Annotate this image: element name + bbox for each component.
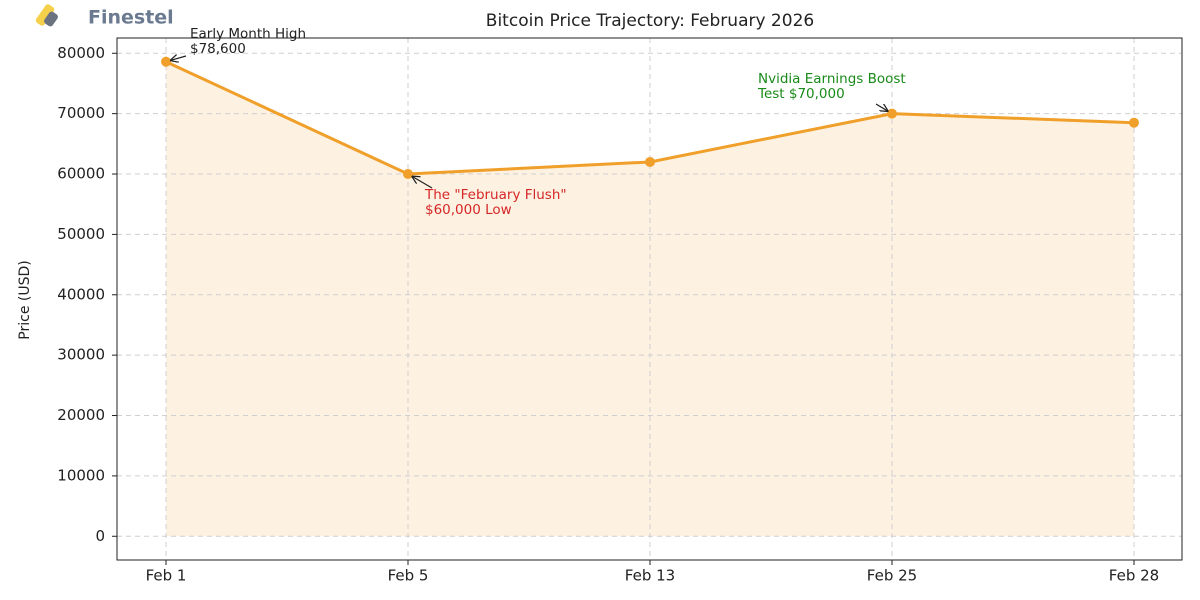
annotation: $78,600 <box>190 41 246 57</box>
annotation: Early Month High <box>190 26 306 42</box>
point <box>645 156 655 167</box>
y-tick-label: 10000 <box>57 466 105 484</box>
y-tick-label: 70000 <box>57 104 105 122</box>
annotation-arrow <box>412 177 433 189</box>
y-tick-label: 60000 <box>57 165 105 183</box>
point <box>887 108 897 119</box>
y-tick-label: 20000 <box>57 406 105 424</box>
x-tick-label: Feb 13 <box>625 567 675 585</box>
annotation: The "February Flush" <box>424 187 567 203</box>
x-tick-label: Feb 25 <box>867 567 917 585</box>
logo: Finestel <box>35 4 174 29</box>
y-tick-label: 30000 <box>57 346 105 364</box>
y-tick-label: 40000 <box>57 285 105 303</box>
y-tick-label: 0 <box>95 527 105 545</box>
x-tick-label: Feb 5 <box>388 567 429 585</box>
point <box>1129 117 1139 128</box>
x-tick-label: Feb 28 <box>1109 567 1159 585</box>
y-tick-label: 80000 <box>57 44 105 62</box>
logo-text: Finestel <box>88 7 174 29</box>
annotation-arrow <box>171 56 187 60</box>
y-axis-label: Price (USD) <box>17 260 33 339</box>
x-tick-label: Feb 1 <box>146 567 187 585</box>
y-tick-label: 50000 <box>57 225 105 243</box>
chart-title: Bitcoin Price Trajectory: February 2026 <box>486 11 814 31</box>
point <box>161 56 171 67</box>
plot-frame <box>116 37 1183 561</box>
annotation: Test $70,000 <box>757 86 845 102</box>
annotation: $60,000 Low <box>425 202 512 218</box>
point <box>403 169 413 180</box>
annotation: Nvidia Earnings Boost <box>758 71 906 87</box>
annotation-arrow <box>875 103 888 111</box>
